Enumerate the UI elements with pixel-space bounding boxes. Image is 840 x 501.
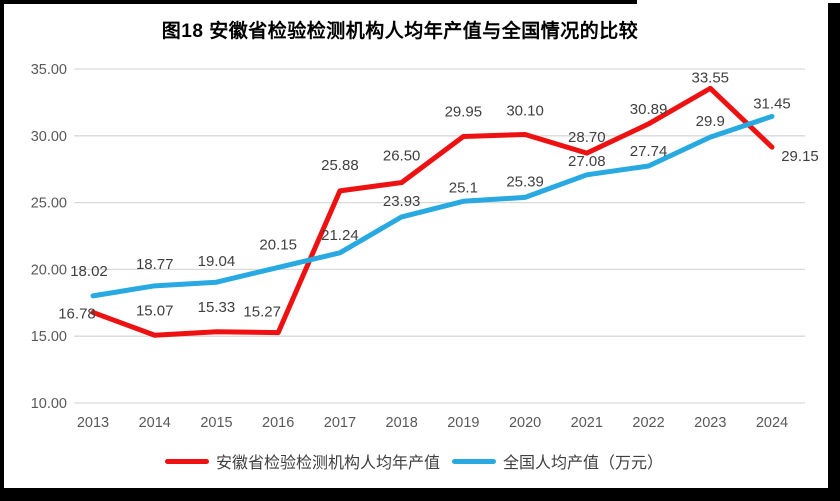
data-label-anhui: 16.78 xyxy=(58,305,96,322)
series-line-national xyxy=(90,113,775,299)
data-label-anhui: 29.15 xyxy=(781,148,819,165)
x-axis-tick-label: 2021 xyxy=(571,415,603,431)
data-label-national: 31.45 xyxy=(753,95,791,112)
y-axis-tick-label: 15.00 xyxy=(31,329,67,345)
x-axis-tick-label: 2024 xyxy=(756,415,788,431)
data-label-national: 20.15 xyxy=(259,236,297,253)
frame-border-top xyxy=(0,0,637,4)
data-label-anhui: 30.89 xyxy=(630,101,668,118)
y-axis-tick-label: 20.00 xyxy=(31,262,67,278)
data-label-anhui: 28.70 xyxy=(568,129,606,146)
data-label-anhui: 15.33 xyxy=(198,299,236,316)
legend-swatch-anhui-icon xyxy=(164,458,209,464)
frame-border-left xyxy=(0,0,4,501)
x-axis-tick-label: 2013 xyxy=(77,415,109,431)
x-axis-tick-label: 2017 xyxy=(324,415,356,431)
series-line-anhui xyxy=(90,85,775,338)
data-label-anhui: 33.55 xyxy=(691,69,729,86)
data-label-national: 18.02 xyxy=(70,263,108,280)
x-axis-tick-label: 2020 xyxy=(509,415,541,431)
x-axis-tick-label: 2022 xyxy=(632,415,664,431)
legend-swatch-national-icon xyxy=(452,458,496,464)
y-axis-tick-label: 10.00 xyxy=(31,396,67,412)
legend-label-national: 全国人均产值（万元） xyxy=(503,455,664,472)
x-axis-tick-label: 2016 xyxy=(262,415,294,431)
data-label-anhui: 29.95 xyxy=(445,103,483,120)
data-label-national: 29.9 xyxy=(696,113,725,130)
data-label-national: 27.08 xyxy=(568,153,606,170)
x-axis-tick-label: 2023 xyxy=(694,415,726,431)
legend-label-anhui: 安徽省检验检测机构人均年产值 xyxy=(215,455,440,472)
chart-title: 图18 安徽省检验检测机构人均年产值与全国情况的比较 xyxy=(161,21,639,42)
data-label-anhui: 30.10 xyxy=(506,102,544,119)
data-label-national: 21.24 xyxy=(321,227,359,244)
legend-item-anhui: 安徽省检验检测机构人均年产值 xyxy=(164,449,440,473)
data-label-anhui: 25.88 xyxy=(321,157,359,174)
data-label-national: 25.1 xyxy=(449,179,478,196)
data-label-national: 27.74 xyxy=(630,143,668,160)
frame-border-right xyxy=(828,3,840,501)
y-axis-tick-label: 35.00 xyxy=(31,62,67,78)
frame-border-bottom xyxy=(0,488,840,501)
data-label-national: 23.93 xyxy=(383,193,421,210)
y-axis-tick-label: 30.00 xyxy=(31,129,67,145)
data-label-anhui: 26.50 xyxy=(383,148,421,165)
x-axis-tick-label: 2015 xyxy=(200,415,232,431)
x-axis-tick-label: 2018 xyxy=(386,415,418,431)
y-axis-tick-label: 25.00 xyxy=(31,196,67,212)
chart-legend: 安徽省检验检测机构人均年产值 全国人均产值（万元） xyxy=(0,449,828,473)
data-label-national: 19.04 xyxy=(198,253,236,270)
legend-item-national: 全国人均产值（万元） xyxy=(452,449,663,473)
data-label-national: 18.77 xyxy=(136,256,174,273)
data-label-anhui: 15.07 xyxy=(136,302,174,319)
data-label-national: 25.39 xyxy=(506,173,544,190)
data-label-anhui: 15.27 xyxy=(243,304,281,321)
x-axis-tick-label: 2014 xyxy=(139,415,171,431)
x-axis-tick-label: 2019 xyxy=(447,415,479,431)
